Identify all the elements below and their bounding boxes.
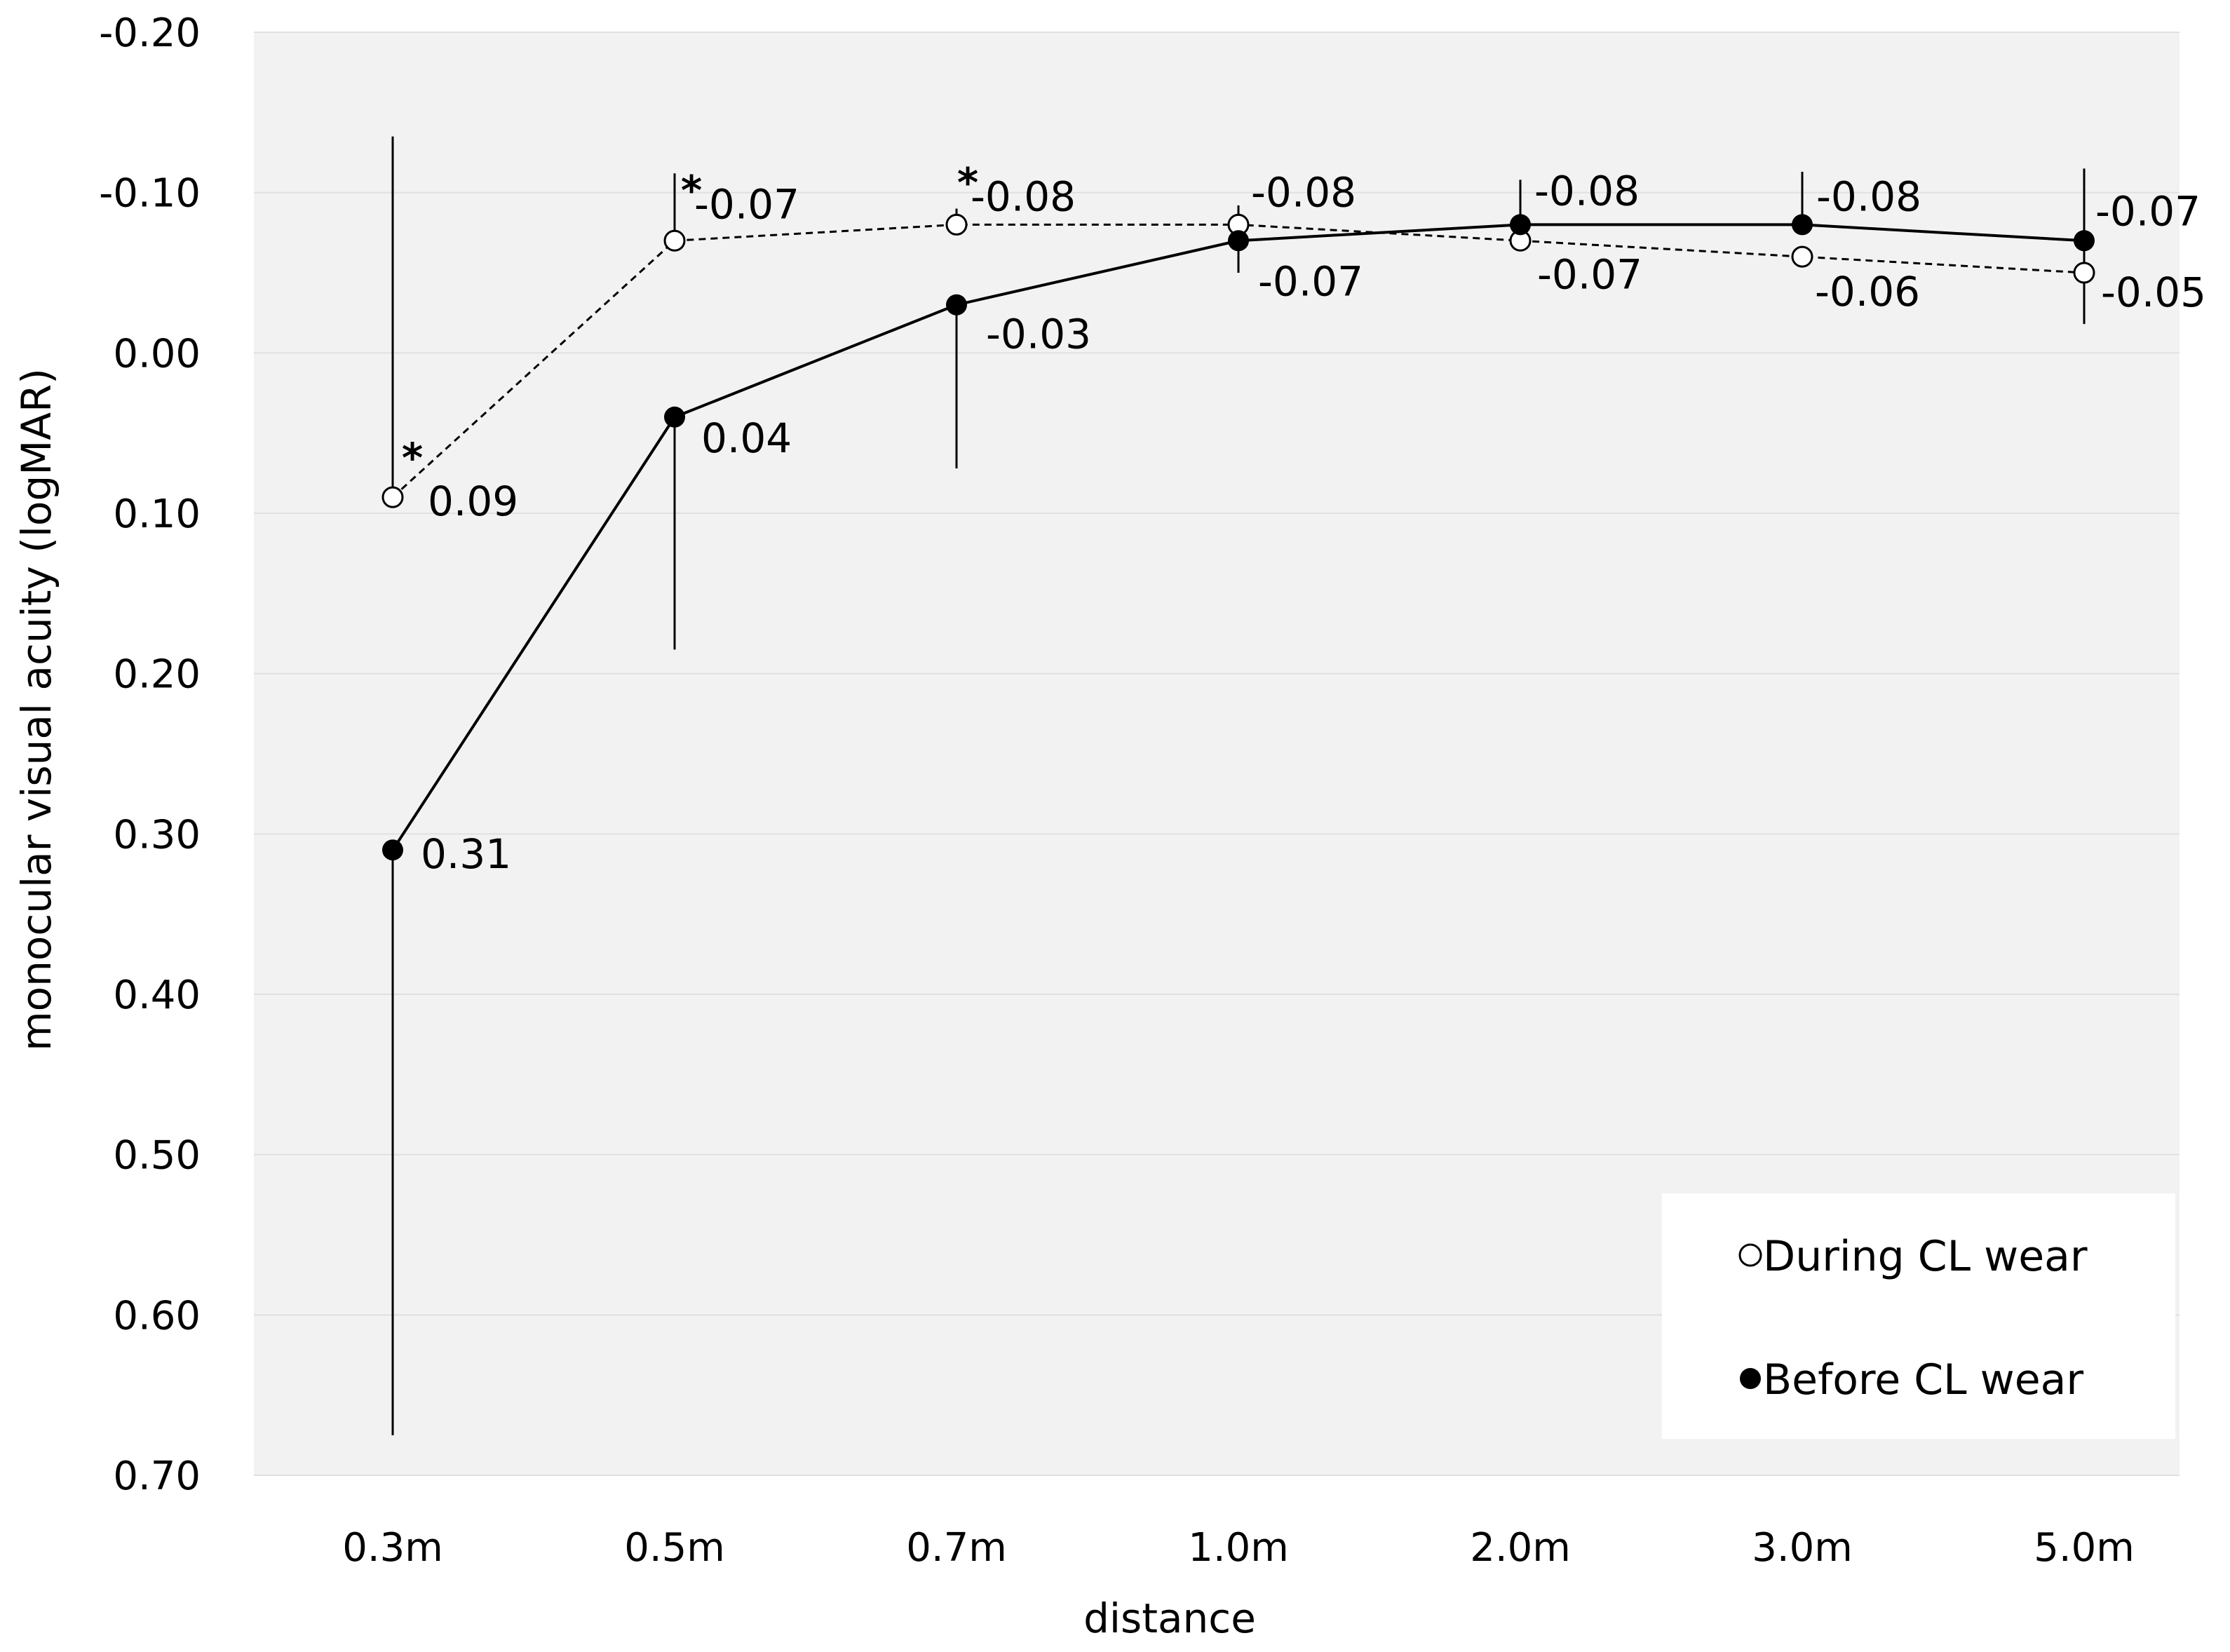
data-point-before — [382, 839, 403, 861]
data-label-during: -0.06 — [1815, 268, 1920, 316]
y-tick-label: 0.10 — [113, 492, 201, 537]
legend-box — [1662, 1193, 2175, 1439]
x-axis-title: distance — [1083, 1595, 1256, 1642]
data-label-before: -0.03 — [986, 311, 1091, 358]
data-point-before — [2074, 230, 2095, 252]
x-tick-label: 2.0m — [1470, 1525, 1571, 1571]
significance-marks: * * * — [402, 158, 978, 482]
data-label-before: 0.31 — [421, 830, 511, 878]
y-tick-label: -0.10 — [99, 171, 201, 217]
x-axis-ticks: 0.3m 0.5m 0.7m 1.0m 2.0m 3.0m 5.0m — [342, 1525, 2135, 1571]
data-point-before — [946, 294, 967, 316]
data-point-during — [1791, 245, 1813, 268]
x-tick-label: 3.0m — [1752, 1525, 1853, 1571]
data-point-before — [1228, 230, 1249, 252]
data-label-during: -0.08 — [1251, 168, 1356, 216]
data-label-before: -0.07 — [1258, 257, 1363, 305]
x-tick-label: 1.0m — [1188, 1525, 1289, 1571]
y-tick-label: -0.20 — [99, 11, 201, 56]
y-axis-title: monocular visual acuity (logMAR) — [13, 368, 60, 1051]
y-tick-label: 0.70 — [113, 1454, 201, 1499]
legend: During CL wear Before CL wear — [1662, 1193, 2175, 1439]
data-point-during — [663, 229, 686, 252]
y-tick-label: 0.40 — [113, 973, 201, 1018]
data-point-during — [945, 213, 968, 236]
data-label-during: -0.07 — [1537, 250, 1642, 298]
x-tick-label: 5.0m — [2034, 1525, 2135, 1571]
y-axis-ticks: -0.20 -0.10 0.00 0.10 0.20 0.30 0.40 0.50 0.60 0.… — [99, 11, 201, 1499]
data-point-before — [664, 406, 685, 428]
data-point-during — [2073, 262, 2095, 284]
data-label-during: -0.05 — [2101, 269, 2206, 316]
data-label-before: 0.04 — [701, 414, 792, 462]
y-tick-label: 0.50 — [113, 1133, 201, 1179]
data-point-before — [1510, 214, 1531, 236]
significance-asterisk: * — [402, 434, 423, 482]
y-tick-label: 0.20 — [113, 652, 201, 698]
series-points — [381, 213, 2095, 861]
data-label-during: 0.09 — [428, 478, 518, 525]
legend-marker-before — [1740, 1368, 1761, 1389]
legend-marker-during — [1738, 1243, 1762, 1267]
legend-label-during: During CL wear — [1763, 1232, 2088, 1281]
data-point-during — [381, 486, 404, 508]
significance-asterisk: * — [957, 158, 978, 206]
data-point-before — [1792, 214, 1813, 236]
x-tick-label: 0.5m — [624, 1525, 725, 1571]
data-label-before: -0.07 — [2095, 187, 2201, 235]
y-tick-label: 0.60 — [113, 1293, 201, 1339]
data-label-before: -0.08 — [1534, 167, 1640, 215]
legend-label-before: Before CL wear — [1763, 1355, 2083, 1404]
y-tick-label: 0.00 — [113, 331, 201, 377]
x-tick-label: 0.7m — [906, 1525, 1007, 1571]
y-tick-label: 0.30 — [113, 812, 201, 858]
data-label-during: -0.08 — [971, 172, 1076, 220]
data-labels: 0.09 -0.07 -0.08 -0.08 -0.07 -0.06 -0.05 0.31 0.… — [421, 167, 2206, 878]
significance-asterisk: * — [681, 166, 702, 214]
data-label-before: -0.08 — [1816, 172, 1921, 220]
data-label-during: -0.07 — [694, 180, 799, 228]
gridlines — [254, 32, 2180, 1476]
x-tick-label: 0.3m — [342, 1525, 443, 1571]
